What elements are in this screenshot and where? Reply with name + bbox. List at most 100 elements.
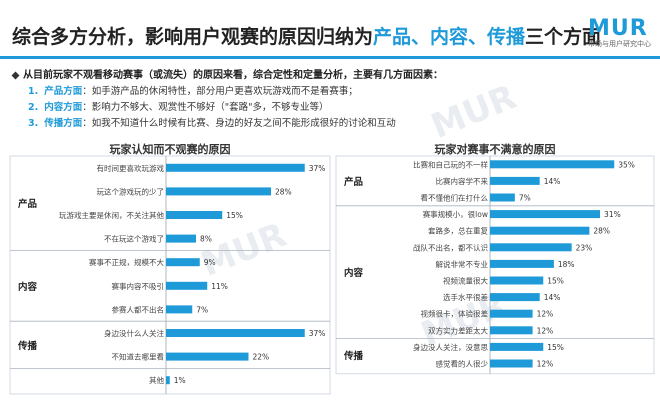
bar (166, 258, 200, 267)
category-label: 其他 (149, 375, 164, 385)
category-label: 战队不出名，都不认识 (413, 242, 488, 252)
bar (490, 160, 615, 169)
summary-intro-text: 从目前玩家不观看移动赛事（或流失）的原因来看，综合定性和定量分析，主要有几方面因… (23, 70, 443, 81)
title-divider (0, 56, 660, 59)
group-label: 产品 (344, 176, 363, 188)
bar (490, 243, 572, 252)
bar (166, 187, 271, 196)
point-number: 1. (28, 86, 39, 97)
category-label: 双方实力差距太大 (428, 325, 488, 335)
data-label: 37% (309, 164, 326, 173)
page-title: 综合多方分析，影响用户观赛的原因归纳为产品、内容、传播三个方面 (12, 22, 601, 49)
bar (166, 281, 208, 290)
category-label: 有时间更喜欢玩游戏 (97, 163, 165, 173)
bar (490, 309, 533, 318)
category-label: 赛事规模小，很low (423, 209, 488, 219)
data-label: 15% (547, 277, 564, 286)
point-keyword: 产品方面 (44, 86, 83, 97)
category-label: 玩游戏主要是休闲，不关注其他 (59, 210, 164, 220)
mur-logo: MUR 市场与用户研究中心 (588, 16, 654, 49)
data-label: 23% (576, 243, 593, 252)
bar (490, 359, 533, 368)
category-label: 视频流量很大 (443, 276, 488, 286)
bar (490, 193, 515, 202)
data-label: 18% (558, 260, 575, 269)
data-label: 14% (544, 177, 561, 186)
title-part: 产品、内容、传播 (373, 26, 526, 48)
chart-frame (9, 155, 331, 395)
bar (490, 210, 601, 219)
right-chart-title: 玩家对赛事不满意的原因 (434, 143, 556, 156)
logo-subtitle: 市场与用户研究中心 (588, 40, 651, 48)
point-description: ：如手游产品的休闲特性，部分用户更喜欢玩游戏而不是看赛事； (82, 86, 358, 97)
bar (166, 329, 305, 337)
bar (166, 352, 249, 361)
title-part: 综合多方分析，影响用户观赛的原因归纳为 (12, 26, 374, 48)
data-label: 12% (537, 326, 554, 335)
bar (490, 276, 544, 285)
summary-point: 1. 产品方面：如手游产品的休闲特性，部分用户更喜欢玩游戏而不是看赛事； (28, 84, 396, 100)
data-label: 15% (226, 211, 243, 220)
category-label: 赛事内容不吸引 (112, 281, 165, 291)
category-label: 套路多，总在重复 (428, 226, 488, 236)
group-label: 产品 (18, 198, 37, 210)
category-label: 选手水平很差 (443, 292, 488, 302)
bar (490, 226, 590, 235)
data-label: 7% (519, 194, 531, 203)
group-label: 传播 (17, 340, 38, 352)
bar (490, 176, 540, 185)
category-label: 玩这个游戏玩的少了 (97, 186, 165, 196)
bar (166, 305, 193, 314)
bar (490, 342, 544, 351)
bar (490, 326, 533, 335)
group-label: 内容 (344, 267, 364, 279)
category-label: 身边没人关注，没意思 (413, 342, 488, 352)
group-label: 内容 (18, 281, 38, 293)
data-label: 12% (537, 310, 554, 319)
bar (166, 211, 223, 219)
title-part: 三个方面 (525, 26, 602, 48)
category-label: 参赛人都不出名 (112, 304, 165, 314)
point-number: 3. (28, 118, 39, 129)
point-description: ：如我不知道什么时候有比赛、身边的好友之间不能形成很好的讨论和互动 (82, 118, 396, 129)
data-label: 28% (275, 187, 292, 196)
summary-point: 2. 内容方面：影响力不够大、观赏性不够好（"套路"多，不够专业等） (28, 100, 396, 116)
data-label: 15% (547, 343, 564, 352)
bar (166, 234, 196, 243)
data-label: 12% (537, 360, 554, 369)
category-label: 赛事不正规，规模不大 (89, 257, 164, 267)
summary-points: 1. 产品方面：如手游产品的休闲特性，部分用户更喜欢玩游戏而不是看赛事； 2. 内容方… (28, 84, 396, 132)
category-label: 感觉看的人很少 (436, 359, 489, 369)
point-description: ：影响力不够大、观赏性不够好（"套路"多，不够专业等） (82, 102, 329, 113)
data-label: 9% (204, 258, 216, 267)
data-label: 28% (593, 227, 610, 236)
bar (490, 259, 554, 268)
point-number: 2. (28, 102, 39, 113)
bar (166, 376, 170, 385)
data-label: 31% (604, 210, 621, 219)
category-label: 身边没什么人关注 (104, 328, 164, 338)
logo-text: MUR (588, 16, 648, 41)
chart-frame (335, 155, 655, 375)
category-label: 比赛和自己玩的不一样 (413, 159, 488, 169)
category-label: 不知道去哪里看 (112, 352, 165, 362)
data-label: 22% (253, 353, 270, 362)
data-label: 1% (174, 376, 186, 385)
data-label: 14% (544, 293, 561, 302)
data-label: 8% (200, 235, 212, 244)
category-label: 比赛内容学不来 (436, 176, 489, 186)
data-label: 37% (309, 329, 326, 338)
category-label: 视频很卡，体验很差 (421, 309, 489, 319)
data-label: 7% (196, 305, 208, 314)
data-label: 35% (618, 160, 635, 169)
bar (166, 163, 305, 172)
summary-point: 3. 传播方面：如我不知道什么时候有比赛、身边的好友之间不能形成很好的讨论和互动 (28, 116, 396, 132)
point-keyword: 内容方面 (44, 102, 83, 113)
category-label: 解说非常不专业 (436, 259, 489, 269)
category-label: 不在玩这个游戏了 (104, 234, 164, 244)
summary-intro: 从目前玩家不观看移动赛事（或流失）的原因来看，综合定性和定量分析，主要有几方面因… (11, 66, 443, 81)
left-chart-title: 玩家认知而不观赛的原因 (109, 143, 231, 156)
point-keyword: 传播方面 (44, 118, 83, 129)
data-label: 11% (211, 282, 228, 291)
